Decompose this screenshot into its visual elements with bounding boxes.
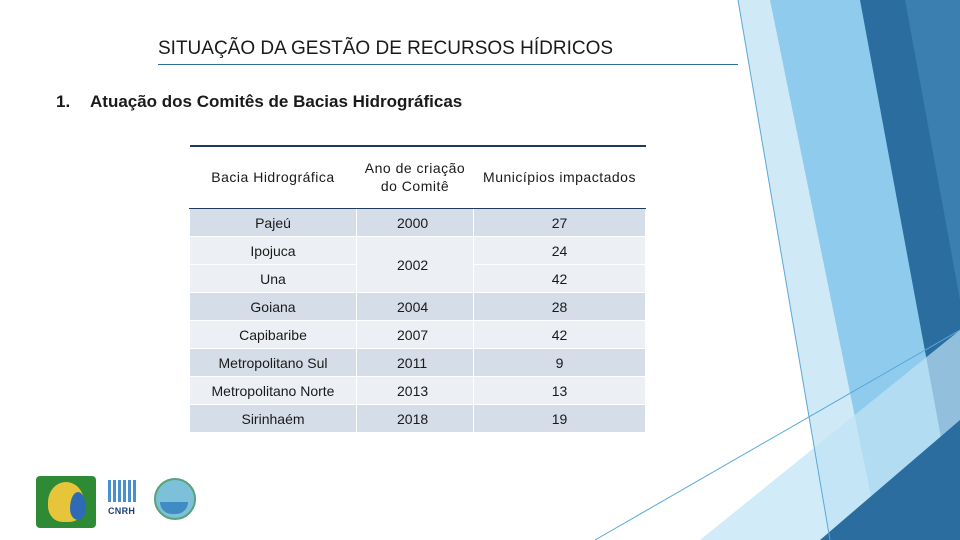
header-municipalities: Municípios impactados	[473, 145, 646, 209]
cell-year: 2002	[356, 236, 474, 293]
cell-year: 2018	[356, 404, 474, 433]
basin-committee-logo-icon	[152, 476, 196, 534]
cell-basin: Goiana	[189, 292, 357, 321]
cell-basin: Pajeú	[189, 208, 357, 237]
section-heading-text: Atuação dos Comitês de Bacias Hidrográfi…	[90, 92, 463, 111]
cell-basin: Metropolitano Norte	[189, 376, 357, 405]
cell-year: 2004	[356, 292, 474, 321]
table-row: Metropolitano Norte 2013 13	[189, 376, 646, 405]
cnrh-grid-icon	[108, 480, 138, 502]
cell-municipalities: 13	[473, 376, 646, 405]
cell-year: 2013	[356, 376, 474, 405]
cell-municipalities: 27	[473, 208, 646, 237]
cnrh-logo: CNRH	[108, 480, 138, 528]
table-row: Capibaribe 2007 42	[189, 320, 646, 349]
header-basin: Bacia Hidrográfica	[189, 145, 357, 209]
committees-table: Bacia Hidrográfica Ano de criação do Com…	[189, 145, 646, 433]
table-row: Ipojuca 2002 24	[189, 236, 646, 293]
cell-year: 2011	[356, 348, 474, 377]
cell-municipalities: 42	[473, 264, 646, 293]
header-year: Ano de criação do Comitê	[356, 145, 474, 209]
section-number: 1.	[56, 92, 71, 111]
cell-basin: Una	[189, 264, 357, 293]
cell-year: 2007	[356, 320, 474, 349]
cnrh-logo-text: CNRH	[108, 506, 136, 516]
cell-year: 2000	[356, 208, 474, 237]
cell-basin: Metropolitano Sul	[189, 348, 357, 377]
cell-municipalities: 28	[473, 292, 646, 321]
cell-municipalities: 19	[473, 404, 646, 433]
table-row: Goiana 2004 28	[189, 292, 646, 321]
cell-municipalities: 9	[473, 348, 646, 377]
partner-logos: CNRH	[30, 470, 210, 538]
table-row: Metropolitano Sul 2011 9	[189, 348, 646, 377]
cell-municipalities: 24	[473, 236, 646, 265]
cell-basin: Sirinhaém	[189, 404, 357, 433]
table-row: Sirinhaém 2018 19	[189, 404, 646, 433]
table-header-row: Bacia Hidrográfica Ano de criação do Com…	[189, 145, 646, 209]
cell-municipalities: 42	[473, 320, 646, 349]
slide-title-text: SITUAÇÃO DA GESTÃO DE RECURSOS HÍDRICOS	[158, 38, 614, 59]
slide-title: SITUAÇÃO DA GESTÃO DE RECURSOS HÍDRICOS	[158, 38, 758, 65]
table-row: Pajeú 2000 27	[189, 208, 646, 237]
section-heading: 1. Atuação dos Comitês de Bacias Hidrográ…	[56, 92, 462, 112]
cell-basin: Capibaribe	[189, 320, 357, 349]
cell-basin: Ipojuca	[189, 236, 357, 265]
water-plan-logo-icon	[36, 476, 96, 528]
title-underline	[158, 64, 738, 65]
